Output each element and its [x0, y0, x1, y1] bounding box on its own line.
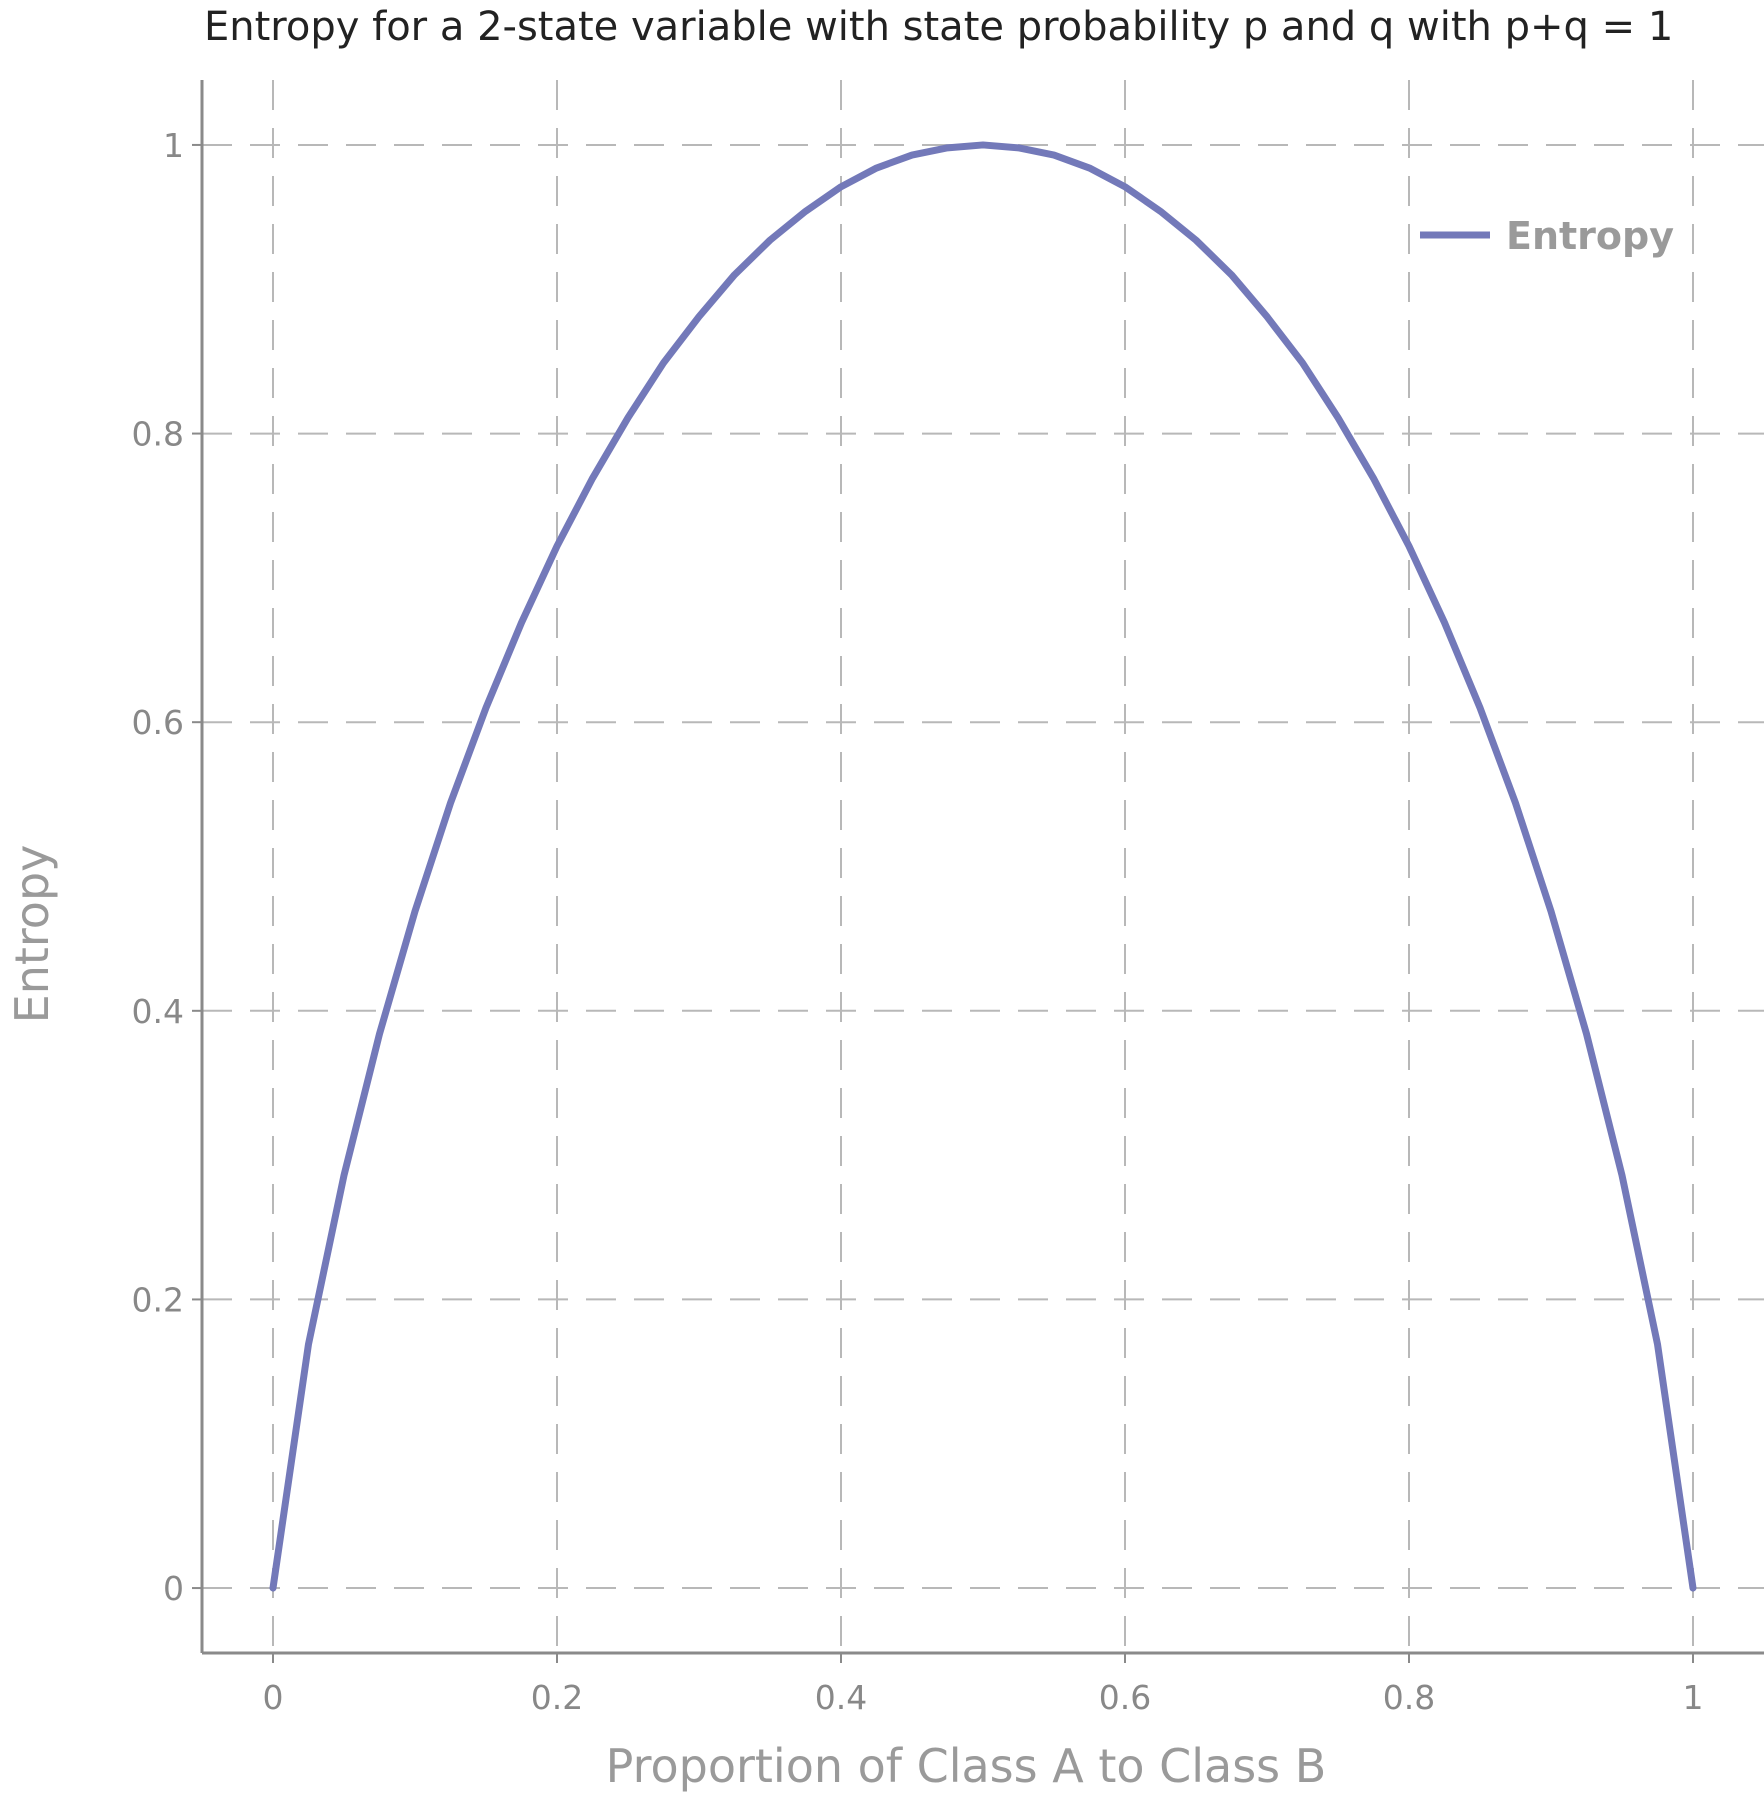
x-tick-label: 0.4 — [815, 1678, 867, 1717]
x-axis-label: Proportion of Class A to Class B — [606, 1739, 1327, 1793]
series — [269, 141, 1697, 1592]
y-tick-label: 0.4 — [132, 992, 184, 1031]
y-tick-label: 0 — [163, 1569, 184, 1608]
grid — [202, 80, 1764, 1653]
tick-labels: 0 0.2 0.4 0.6 0.8 1 0 0.2 0.4 0.6 0.8 1 — [132, 126, 1704, 1717]
chart-title: Entropy for a 2-state variable with stat… — [204, 4, 1673, 50]
series-line-entropy — [269, 141, 1697, 1592]
x-tick-label: 0.2 — [531, 1678, 583, 1717]
x-tick-label: 0.6 — [1099, 1678, 1151, 1717]
legend-label-entropy: Entropy — [1506, 214, 1674, 258]
x-tick-label: 0.8 — [1383, 1678, 1435, 1717]
x-tick-label: 1 — [1683, 1678, 1704, 1717]
y-tick-label: 0.6 — [132, 703, 184, 742]
y-axis-label: Entropy — [5, 845, 59, 1024]
axes — [200, 80, 1764, 1655]
x-tick-label: 0 — [263, 1678, 284, 1717]
y-tick-label: 0.2 — [132, 1280, 184, 1319]
y-tick-label: 1 — [163, 126, 184, 165]
legend: Entropy — [1420, 214, 1674, 258]
y-tick-label: 0.8 — [132, 415, 184, 454]
